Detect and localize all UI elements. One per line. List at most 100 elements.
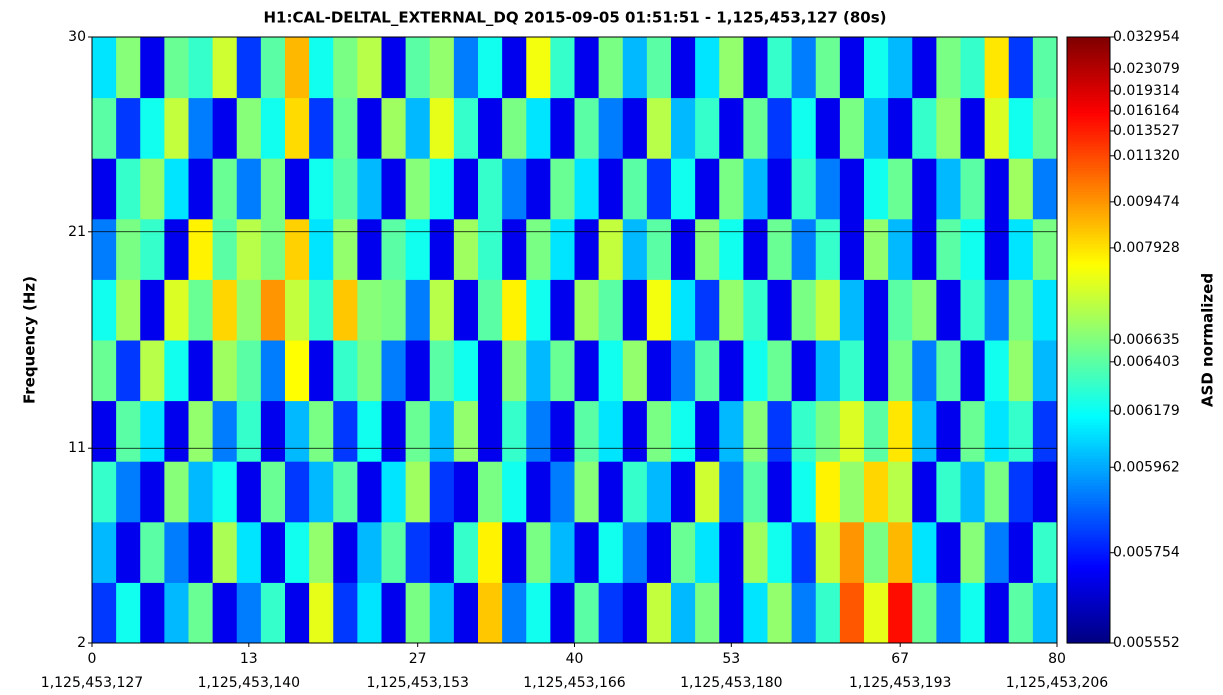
heatmap-cell bbox=[767, 37, 793, 99]
colorbar-segment bbox=[1067, 582, 1110, 587]
heatmap-cell bbox=[864, 158, 889, 220]
colorbar-segment bbox=[1067, 536, 1110, 541]
heatmap-cell bbox=[285, 279, 310, 341]
heatmap-cell bbox=[453, 340, 479, 402]
colorbar-segment bbox=[1067, 418, 1110, 423]
colorbar-segment bbox=[1067, 282, 1110, 287]
heatmap-cell bbox=[526, 461, 551, 523]
heatmap-cell bbox=[429, 218, 455, 280]
heatmap-cell bbox=[92, 582, 117, 644]
heatmap-cell bbox=[550, 279, 575, 341]
colorbar-segment bbox=[1067, 200, 1110, 205]
colorbar-segment bbox=[1067, 294, 1110, 299]
heatmap-cell bbox=[260, 340, 286, 402]
heatmap-cell bbox=[888, 400, 913, 462]
heatmap-cell bbox=[164, 97, 189, 159]
colorbar-segment bbox=[1067, 579, 1110, 583]
heatmap-cell bbox=[309, 582, 334, 644]
heatmap-cell bbox=[92, 340, 117, 402]
heatmap-cell bbox=[92, 521, 117, 583]
heatmap-cell bbox=[936, 400, 961, 462]
colorbar-segment bbox=[1067, 530, 1110, 535]
colorbar-segment bbox=[1067, 576, 1110, 580]
heatmap-cell bbox=[622, 400, 648, 462]
colorbar: 0.005552 0.005754 0.005962 0.006179 0.006403… bbox=[1066, 29, 1180, 651]
heatmap-cell bbox=[478, 582, 503, 644]
heatmap-cell bbox=[574, 97, 600, 159]
heatmap-cell bbox=[1032, 97, 1058, 159]
heatmap-cell bbox=[622, 218, 648, 280]
heatmap-cell bbox=[164, 218, 189, 280]
colorbar-segment bbox=[1067, 285, 1110, 290]
heatmap bbox=[92, 37, 1058, 644]
x-tick-gps-label: 1,125,453,166 bbox=[523, 675, 626, 691]
colorbar-segment bbox=[1067, 88, 1110, 93]
heatmap-cell bbox=[92, 97, 117, 159]
colorbar-segment bbox=[1067, 97, 1110, 102]
heatmap-cell bbox=[381, 218, 407, 280]
colorbar-segment bbox=[1067, 355, 1110, 359]
colorbar-tick-label: 0.009474 bbox=[1113, 194, 1180, 210]
colorbar-label: ASD normalized bbox=[1199, 273, 1217, 407]
heatmap-cell bbox=[526, 279, 551, 341]
colorbar-segment bbox=[1067, 609, 1110, 614]
heatmap-cell bbox=[912, 218, 937, 280]
heatmap-cell bbox=[381, 158, 407, 220]
heatmap-cell bbox=[309, 218, 334, 280]
heatmap-cell bbox=[984, 279, 1010, 341]
heatmap-cell bbox=[622, 521, 648, 583]
heatmap-cell bbox=[1032, 521, 1058, 583]
heatmap-cell bbox=[309, 521, 334, 583]
heatmap-cell bbox=[646, 218, 672, 280]
colorbar-segment bbox=[1067, 303, 1110, 308]
heatmap-cell bbox=[936, 521, 961, 583]
heatmap-cell bbox=[550, 97, 575, 159]
colorbar-segment bbox=[1067, 591, 1110, 596]
heatmap-cell bbox=[574, 400, 600, 462]
colorbar-segment bbox=[1067, 179, 1110, 184]
colorbar-tick-label: 0.032954 bbox=[1113, 29, 1180, 45]
heatmap-cell bbox=[1032, 582, 1058, 644]
colorbar-segment bbox=[1067, 388, 1110, 393]
colorbar-segment bbox=[1067, 433, 1110, 438]
heatmap-cell bbox=[550, 400, 575, 462]
heatmap-cell bbox=[960, 461, 986, 523]
colorbar-segment bbox=[1067, 506, 1110, 511]
heatmap-cell bbox=[526, 97, 551, 159]
heatmap-cell bbox=[574, 279, 600, 341]
heatmap-cell bbox=[1032, 340, 1058, 402]
heatmap-cell bbox=[1008, 461, 1034, 523]
colorbar-segment bbox=[1067, 533, 1110, 538]
heatmap-cell bbox=[236, 582, 262, 644]
heatmap-cell bbox=[236, 521, 262, 583]
heatmap-cell bbox=[743, 279, 768, 341]
heatmap-cell bbox=[212, 340, 238, 402]
heatmap-cell bbox=[646, 97, 672, 159]
colorbar-segment bbox=[1067, 385, 1110, 390]
heatmap-cell bbox=[743, 97, 768, 159]
colorbar-segment bbox=[1067, 452, 1110, 456]
colorbar-segment bbox=[1067, 127, 1110, 132]
y-tick-label: 30 bbox=[68, 29, 86, 45]
heatmap-cell bbox=[116, 37, 141, 99]
colorbar-segment bbox=[1067, 218, 1110, 223]
colorbar-segment bbox=[1067, 155, 1110, 159]
heatmap-cell bbox=[671, 400, 696, 462]
heatmap-cell bbox=[1032, 461, 1058, 523]
heatmap-cell bbox=[140, 461, 165, 523]
x-tick-label: 53 bbox=[722, 651, 740, 667]
heatmap-cell bbox=[260, 37, 286, 99]
colorbar-segment bbox=[1067, 427, 1110, 432]
heatmap-cell bbox=[695, 158, 720, 220]
colorbar-segment bbox=[1067, 243, 1110, 247]
colorbar-segment bbox=[1067, 124, 1110, 129]
heatmap-cell bbox=[574, 158, 600, 220]
colorbar-segment bbox=[1067, 455, 1110, 459]
heatmap-cell bbox=[478, 340, 503, 402]
heatmap-cell bbox=[984, 218, 1010, 280]
heatmap-cell bbox=[984, 37, 1010, 99]
heatmap-cell bbox=[478, 521, 503, 583]
heatmap-cell bbox=[912, 461, 937, 523]
colorbar-segment bbox=[1067, 479, 1110, 484]
heatmap-cell bbox=[791, 97, 817, 159]
